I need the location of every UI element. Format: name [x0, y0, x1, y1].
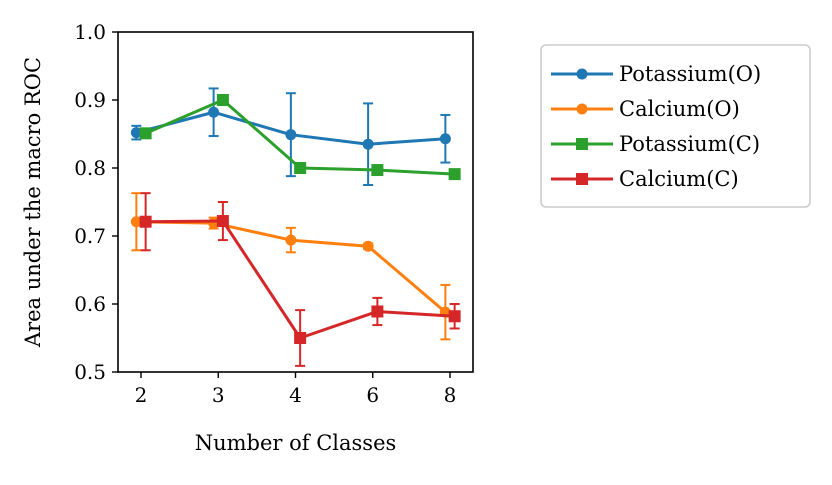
plot-marks — [130, 87, 461, 367]
x-tick-label: 8 — [444, 383, 457, 407]
legend: Potassium(O) Calcium(O) Potassium(C) Calciu… — [540, 44, 811, 208]
x-tick-label: 4 — [289, 383, 302, 407]
legend-frame — [540, 44, 811, 208]
data-point-square — [371, 305, 384, 318]
data-point-circle — [439, 133, 451, 145]
y-tick-label: 0.5 — [74, 360, 106, 384]
data-point-circle — [208, 106, 220, 118]
x-axis-title: Number of Classes — [195, 431, 397, 455]
legend-label: Potassium(O) — [619, 62, 761, 86]
data-point-circle — [285, 129, 297, 141]
y-tick-label: 0.9 — [74, 88, 106, 112]
legend-item: Calcium(C) — [551, 167, 739, 191]
legend-label: Calcium(C) — [619, 167, 739, 191]
data-point-square — [139, 215, 152, 228]
series-calcium-c — [139, 192, 461, 367]
x-tick-label: 3 — [212, 383, 225, 407]
data-point-square — [448, 310, 461, 323]
data-point-square — [216, 94, 229, 106]
legend-marker-square — [576, 138, 588, 150]
series-potassium-c — [139, 94, 461, 181]
legend-label: Calcium(O) — [619, 97, 740, 121]
legend-marker-circle — [576, 68, 588, 80]
legend-item: Potassium(O) — [551, 62, 761, 86]
y-axis-title: Area under the macro ROC — [21, 57, 45, 348]
legend-item: Potassium(C) — [551, 132, 760, 156]
x-tick-label: 2 — [135, 383, 148, 407]
y-axis: 0.5 0.6 0.7 0.8 0.9 1.0 — [74, 20, 118, 384]
data-point-square — [371, 164, 384, 177]
y-tick-label: 0.8 — [74, 156, 106, 180]
x-tick-label: 6 — [366, 383, 379, 407]
data-point-square — [139, 127, 152, 140]
data-point-circle — [285, 234, 297, 246]
x-axis: 2 3 4 6 8 — [135, 372, 457, 407]
plot-frame — [117, 31, 474, 373]
y-tick-label: 0.6 — [74, 292, 106, 316]
data-point-square — [294, 332, 307, 344]
y-tick-label: 0.7 — [74, 224, 106, 248]
y-tick-label: 1.0 — [74, 20, 106, 44]
legend-label: Potassium(C) — [619, 132, 760, 156]
data-point-circle — [362, 240, 374, 252]
data-point-square — [294, 162, 307, 174]
legend-marker-square — [576, 173, 588, 185]
data-point-square — [216, 215, 229, 228]
legend-item: Calcium(O) — [551, 97, 740, 121]
data-point-circle — [362, 138, 374, 150]
data-point-circle — [130, 127, 142, 139]
series-potassium-o — [130, 87, 451, 186]
data-point-circle — [130, 216, 142, 228]
series-calcium-o — [130, 192, 451, 341]
legend-marker-circle — [576, 103, 588, 115]
data-point-square — [448, 168, 461, 181]
